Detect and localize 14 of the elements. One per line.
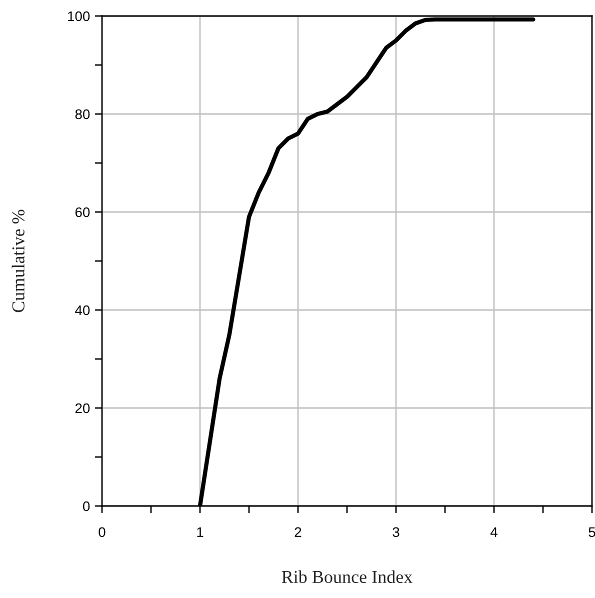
x-tick-label: 4 <box>490 527 498 537</box>
x-tick-label: 5 <box>588 527 595 538</box>
x-tick-label: 3 <box>392 527 400 538</box>
y-tick-label: 40 <box>75 305 90 316</box>
y-tick-label: 20 <box>75 403 90 414</box>
y-tick-label: 100 <box>68 11 90 22</box>
y-tick-label: 0 <box>83 501 90 512</box>
y-tick-label: 80 <box>75 109 90 120</box>
x-tick-label: 1 <box>197 527 204 537</box>
x-tick-label: 2 <box>294 527 302 537</box>
x-axis-title: Rib Bounce Index <box>282 570 412 584</box>
x-tick-label: 0 <box>98 527 106 538</box>
y-axis-title: Cumulative % <box>12 210 25 312</box>
y-tick-label: 60 <box>75 207 90 218</box>
